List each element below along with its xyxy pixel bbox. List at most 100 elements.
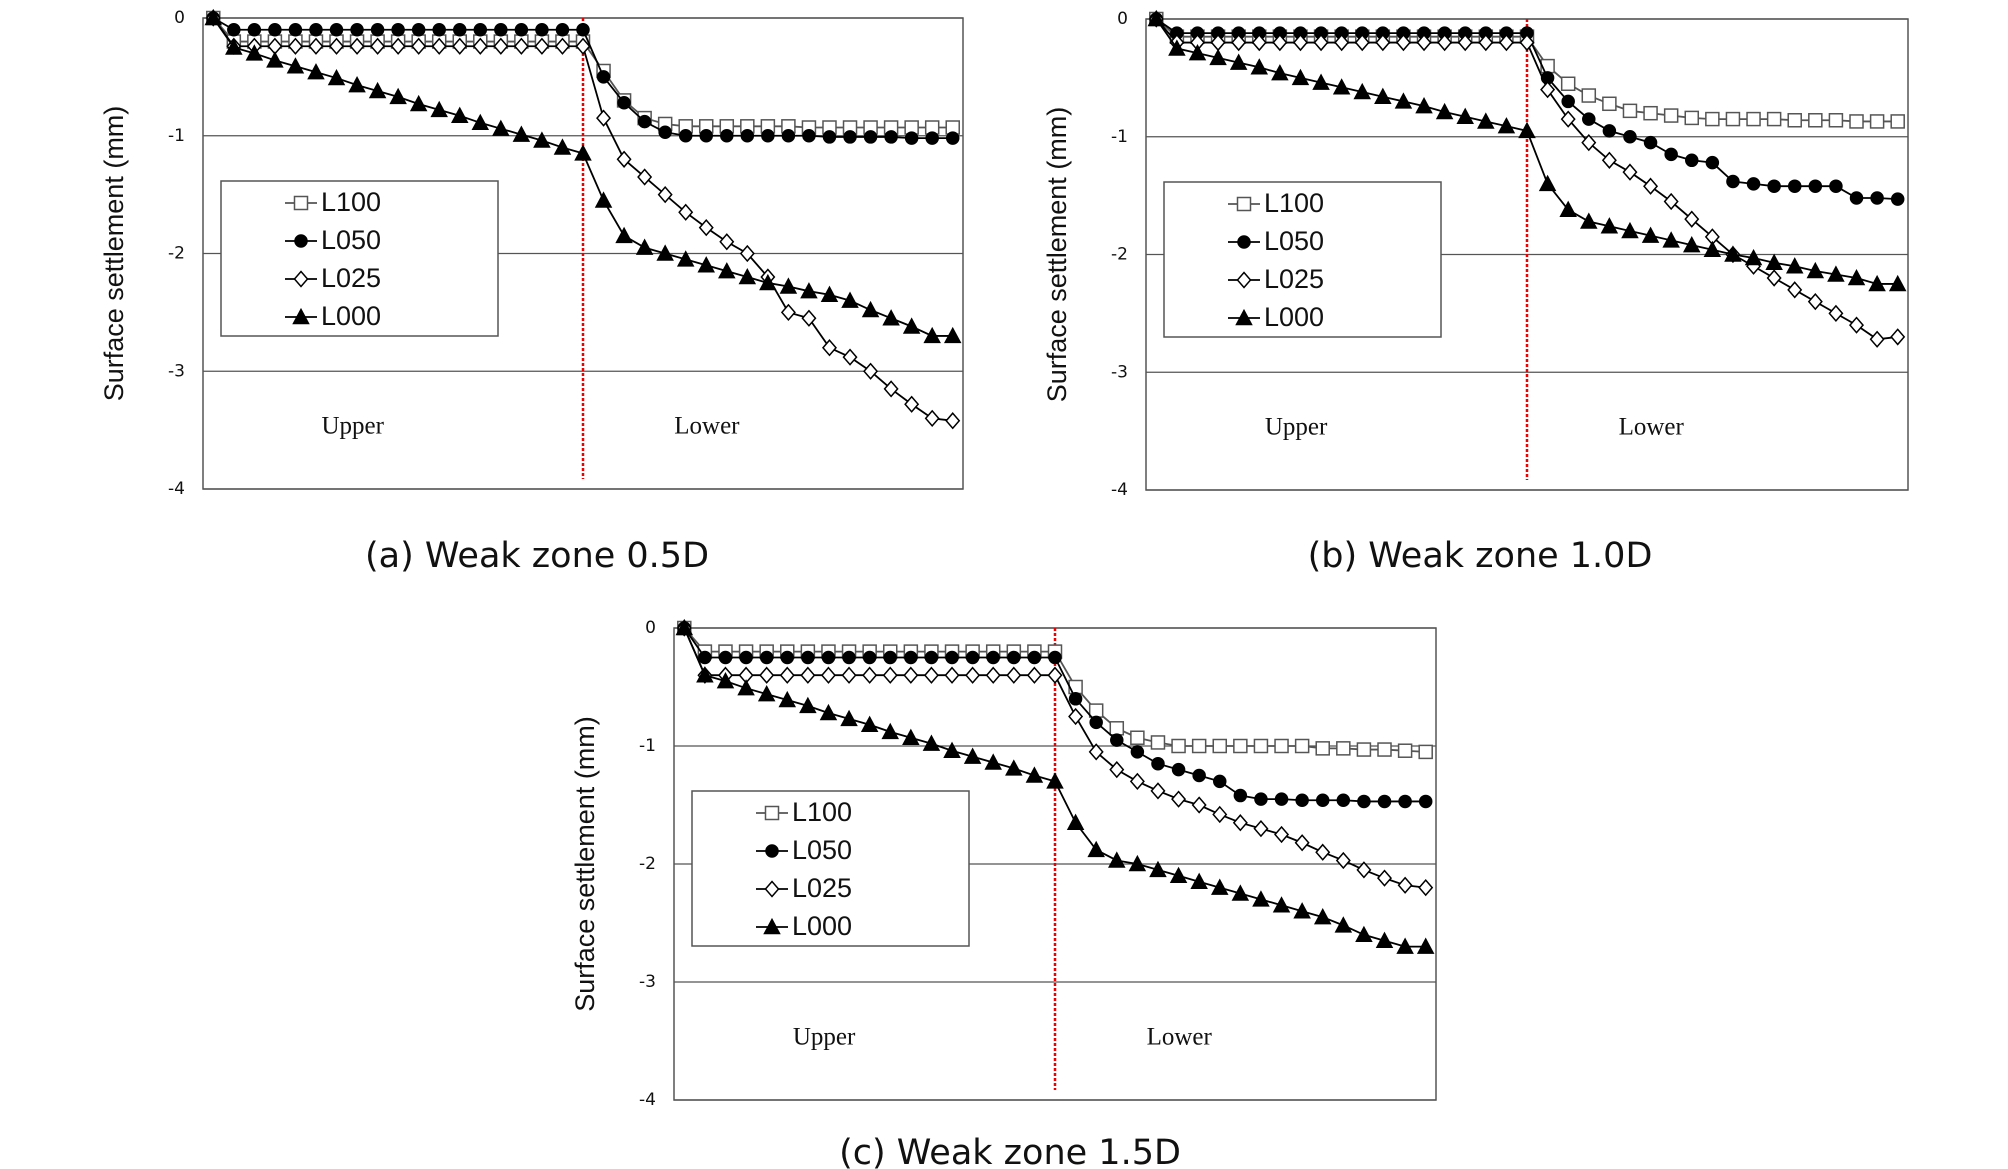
data-point xyxy=(615,226,633,244)
data-point xyxy=(678,203,694,221)
data-point xyxy=(307,63,325,80)
data-point xyxy=(1808,113,1823,128)
data-point xyxy=(555,23,570,37)
data-point xyxy=(1353,82,1371,100)
data-point xyxy=(1128,854,1147,872)
data-point xyxy=(1746,111,1761,127)
data-point xyxy=(1068,707,1084,726)
data-point xyxy=(801,650,815,665)
data-point xyxy=(820,285,839,302)
data-point xyxy=(350,23,364,37)
data-point xyxy=(1026,666,1042,684)
data-point xyxy=(1355,925,1373,943)
data-point xyxy=(842,348,858,366)
data-point xyxy=(943,741,961,758)
data-point xyxy=(1518,121,1536,139)
data-point xyxy=(1087,840,1105,858)
data-point xyxy=(473,23,488,37)
data-point xyxy=(1870,191,1884,205)
data-point xyxy=(1168,39,1186,56)
data-point xyxy=(1641,226,1660,243)
data-point xyxy=(1251,33,1267,52)
data-point xyxy=(1705,111,1720,127)
data-point xyxy=(1294,834,1310,852)
data-point xyxy=(1272,33,1288,52)
data-point xyxy=(716,672,735,689)
legend-label: L000 xyxy=(792,911,852,941)
data-point xyxy=(1847,268,1866,286)
data-point xyxy=(1336,741,1351,756)
data-point xyxy=(1151,756,1165,771)
data-point xyxy=(1663,192,1679,211)
y-tick-label: -4 xyxy=(639,1090,656,1110)
data-point xyxy=(1869,114,1885,129)
y-tick-label: -1 xyxy=(1111,127,1128,147)
data-point xyxy=(1147,9,1166,27)
data-point xyxy=(863,362,879,380)
data-point xyxy=(1171,762,1186,777)
data-point xyxy=(1274,825,1290,844)
data-point xyxy=(696,666,714,683)
data-point xyxy=(843,130,857,144)
zone-label: Upper xyxy=(1265,414,1328,441)
data-point xyxy=(1252,890,1270,907)
data-point xyxy=(1356,861,1372,879)
data-point xyxy=(1068,692,1083,706)
legend-marker xyxy=(764,880,780,898)
data-point xyxy=(288,23,303,37)
data-point xyxy=(370,37,386,55)
chart-caption: (a) Weak zone 0.5D xyxy=(365,536,709,576)
data-point xyxy=(822,130,837,144)
data-point xyxy=(1664,147,1678,162)
data-point xyxy=(1315,741,1330,756)
data-point xyxy=(596,70,611,84)
data-point xyxy=(1418,744,1433,760)
y-tick-label: -4 xyxy=(168,479,185,499)
data-point xyxy=(1849,114,1864,129)
data-point xyxy=(268,23,282,37)
data-point xyxy=(698,650,712,665)
data-point xyxy=(1684,210,1700,228)
data-point xyxy=(1253,738,1269,754)
data-point xyxy=(204,8,223,26)
y-tick-label: -1 xyxy=(168,126,185,146)
data-point xyxy=(944,666,960,684)
legend-marker xyxy=(764,805,780,821)
data-point xyxy=(637,168,653,186)
data-point xyxy=(1231,884,1250,901)
data-point xyxy=(697,256,715,273)
y-tick-label: 0 xyxy=(645,618,656,638)
data-point xyxy=(535,23,549,37)
data-point xyxy=(1766,269,1782,287)
data-point xyxy=(617,96,631,110)
legend-label: L000 xyxy=(321,301,381,331)
data-point xyxy=(1662,231,1680,248)
legend-label: L050 xyxy=(792,835,852,865)
data-point xyxy=(1600,217,1619,234)
data-point xyxy=(1315,793,1330,808)
data-point xyxy=(965,650,980,665)
data-point xyxy=(1869,330,1885,348)
data-point xyxy=(1560,110,1576,128)
data-point xyxy=(1271,64,1289,81)
data-point xyxy=(1047,666,1063,684)
legend-label: L025 xyxy=(1264,264,1324,294)
data-point xyxy=(596,109,612,127)
data-point xyxy=(1437,33,1453,52)
data-point xyxy=(678,129,693,143)
zone-label: Lower xyxy=(1147,1023,1213,1050)
data-point xyxy=(513,37,529,55)
data-point xyxy=(411,37,427,55)
data-point xyxy=(430,100,448,118)
data-point xyxy=(1293,902,1311,919)
data-point xyxy=(471,113,490,131)
data-point xyxy=(1233,738,1248,754)
data-point xyxy=(1027,650,1042,665)
data-point xyxy=(1109,721,1125,736)
data-point xyxy=(247,23,262,37)
data-point xyxy=(1108,851,1126,868)
data-point xyxy=(862,666,878,684)
chart-caption: (b) Weak zone 1.0D xyxy=(1308,536,1653,576)
data-point xyxy=(1334,916,1353,933)
